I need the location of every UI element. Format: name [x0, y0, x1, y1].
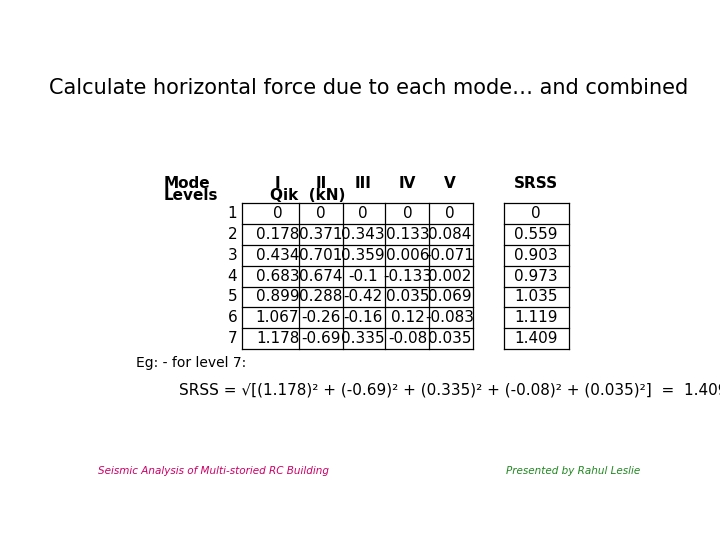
Text: III: III — [354, 176, 372, 191]
Text: 0.006: 0.006 — [386, 248, 430, 263]
Text: 0.683: 0.683 — [256, 269, 300, 284]
Text: 0: 0 — [445, 206, 454, 221]
Text: Levels: Levels — [163, 188, 218, 203]
Text: 0.674: 0.674 — [300, 269, 343, 284]
Text: 0.973: 0.973 — [514, 269, 557, 284]
Text: 0.899: 0.899 — [256, 289, 300, 305]
Text: 0.335: 0.335 — [341, 331, 384, 346]
Text: -0.42: -0.42 — [343, 289, 382, 305]
Text: Seismic Analysis of Multi-storied RC Building: Seismic Analysis of Multi-storied RC Bui… — [98, 467, 329, 476]
Text: -0.083: -0.083 — [425, 310, 474, 325]
Text: 0.434: 0.434 — [256, 248, 300, 263]
Text: 4: 4 — [228, 269, 238, 284]
Text: 3: 3 — [228, 248, 238, 263]
Text: 0.178: 0.178 — [256, 227, 300, 242]
Text: 0: 0 — [273, 206, 282, 221]
Text: 0.559: 0.559 — [514, 227, 557, 242]
Text: -0.071: -0.071 — [426, 248, 474, 263]
Text: 1: 1 — [228, 206, 238, 221]
Text: 0: 0 — [531, 206, 541, 221]
Text: -0.16: -0.16 — [343, 310, 382, 325]
Text: 0.701: 0.701 — [300, 248, 343, 263]
Text: SRSS = √[(1.178)² + (-0.69)² + (0.335)² + (-0.08)² + (0.035)²]  =  1.409: SRSS = √[(1.178)² + (-0.69)² + (0.335)² … — [179, 382, 720, 397]
Text: -0.133: -0.133 — [383, 269, 432, 284]
Text: -0.08: -0.08 — [388, 331, 428, 346]
Text: 1.178: 1.178 — [256, 331, 300, 346]
Text: 0.035: 0.035 — [386, 289, 430, 305]
Text: 6: 6 — [228, 310, 238, 325]
Text: 0.002: 0.002 — [428, 269, 472, 284]
Text: -0.1: -0.1 — [348, 269, 377, 284]
Text: 0.903: 0.903 — [514, 248, 557, 263]
Text: Presented by Rahul Leslie: Presented by Rahul Leslie — [506, 467, 640, 476]
Text: 0.288: 0.288 — [300, 289, 343, 305]
Text: 1.409: 1.409 — [514, 331, 557, 346]
Text: 0.371: 0.371 — [300, 227, 343, 242]
Text: 0.359: 0.359 — [341, 248, 384, 263]
Text: Mode: Mode — [163, 176, 210, 191]
Text: 0: 0 — [403, 206, 413, 221]
Text: V: V — [444, 176, 456, 191]
Text: -0.69: -0.69 — [301, 331, 341, 346]
Text: Qik  (kN): Qik (kN) — [270, 188, 345, 203]
Text: 0.133: 0.133 — [386, 227, 430, 242]
Text: I: I — [275, 176, 280, 191]
Text: 2: 2 — [228, 227, 238, 242]
Text: Calculate horizontal force due to each mode… and combined: Calculate horizontal force due to each m… — [50, 78, 688, 98]
Text: SRSS: SRSS — [513, 176, 558, 191]
Text: 1.035: 1.035 — [514, 289, 557, 305]
Text: 5: 5 — [228, 289, 238, 305]
Text: 0: 0 — [316, 206, 325, 221]
Text: II: II — [315, 176, 327, 191]
Text: 0.035: 0.035 — [428, 331, 472, 346]
Text: 0.084: 0.084 — [428, 227, 472, 242]
Text: IV: IV — [399, 176, 416, 191]
Text: 1.119: 1.119 — [514, 310, 557, 325]
Text: Eg: - for level 7:: Eg: - for level 7: — [137, 356, 247, 370]
Text: 0.12: 0.12 — [391, 310, 425, 325]
Text: 7: 7 — [228, 331, 238, 346]
Text: 0: 0 — [358, 206, 368, 221]
Text: 0.069: 0.069 — [428, 289, 472, 305]
Text: 0.343: 0.343 — [341, 227, 384, 242]
Text: -0.26: -0.26 — [301, 310, 341, 325]
Text: 1.067: 1.067 — [256, 310, 300, 325]
